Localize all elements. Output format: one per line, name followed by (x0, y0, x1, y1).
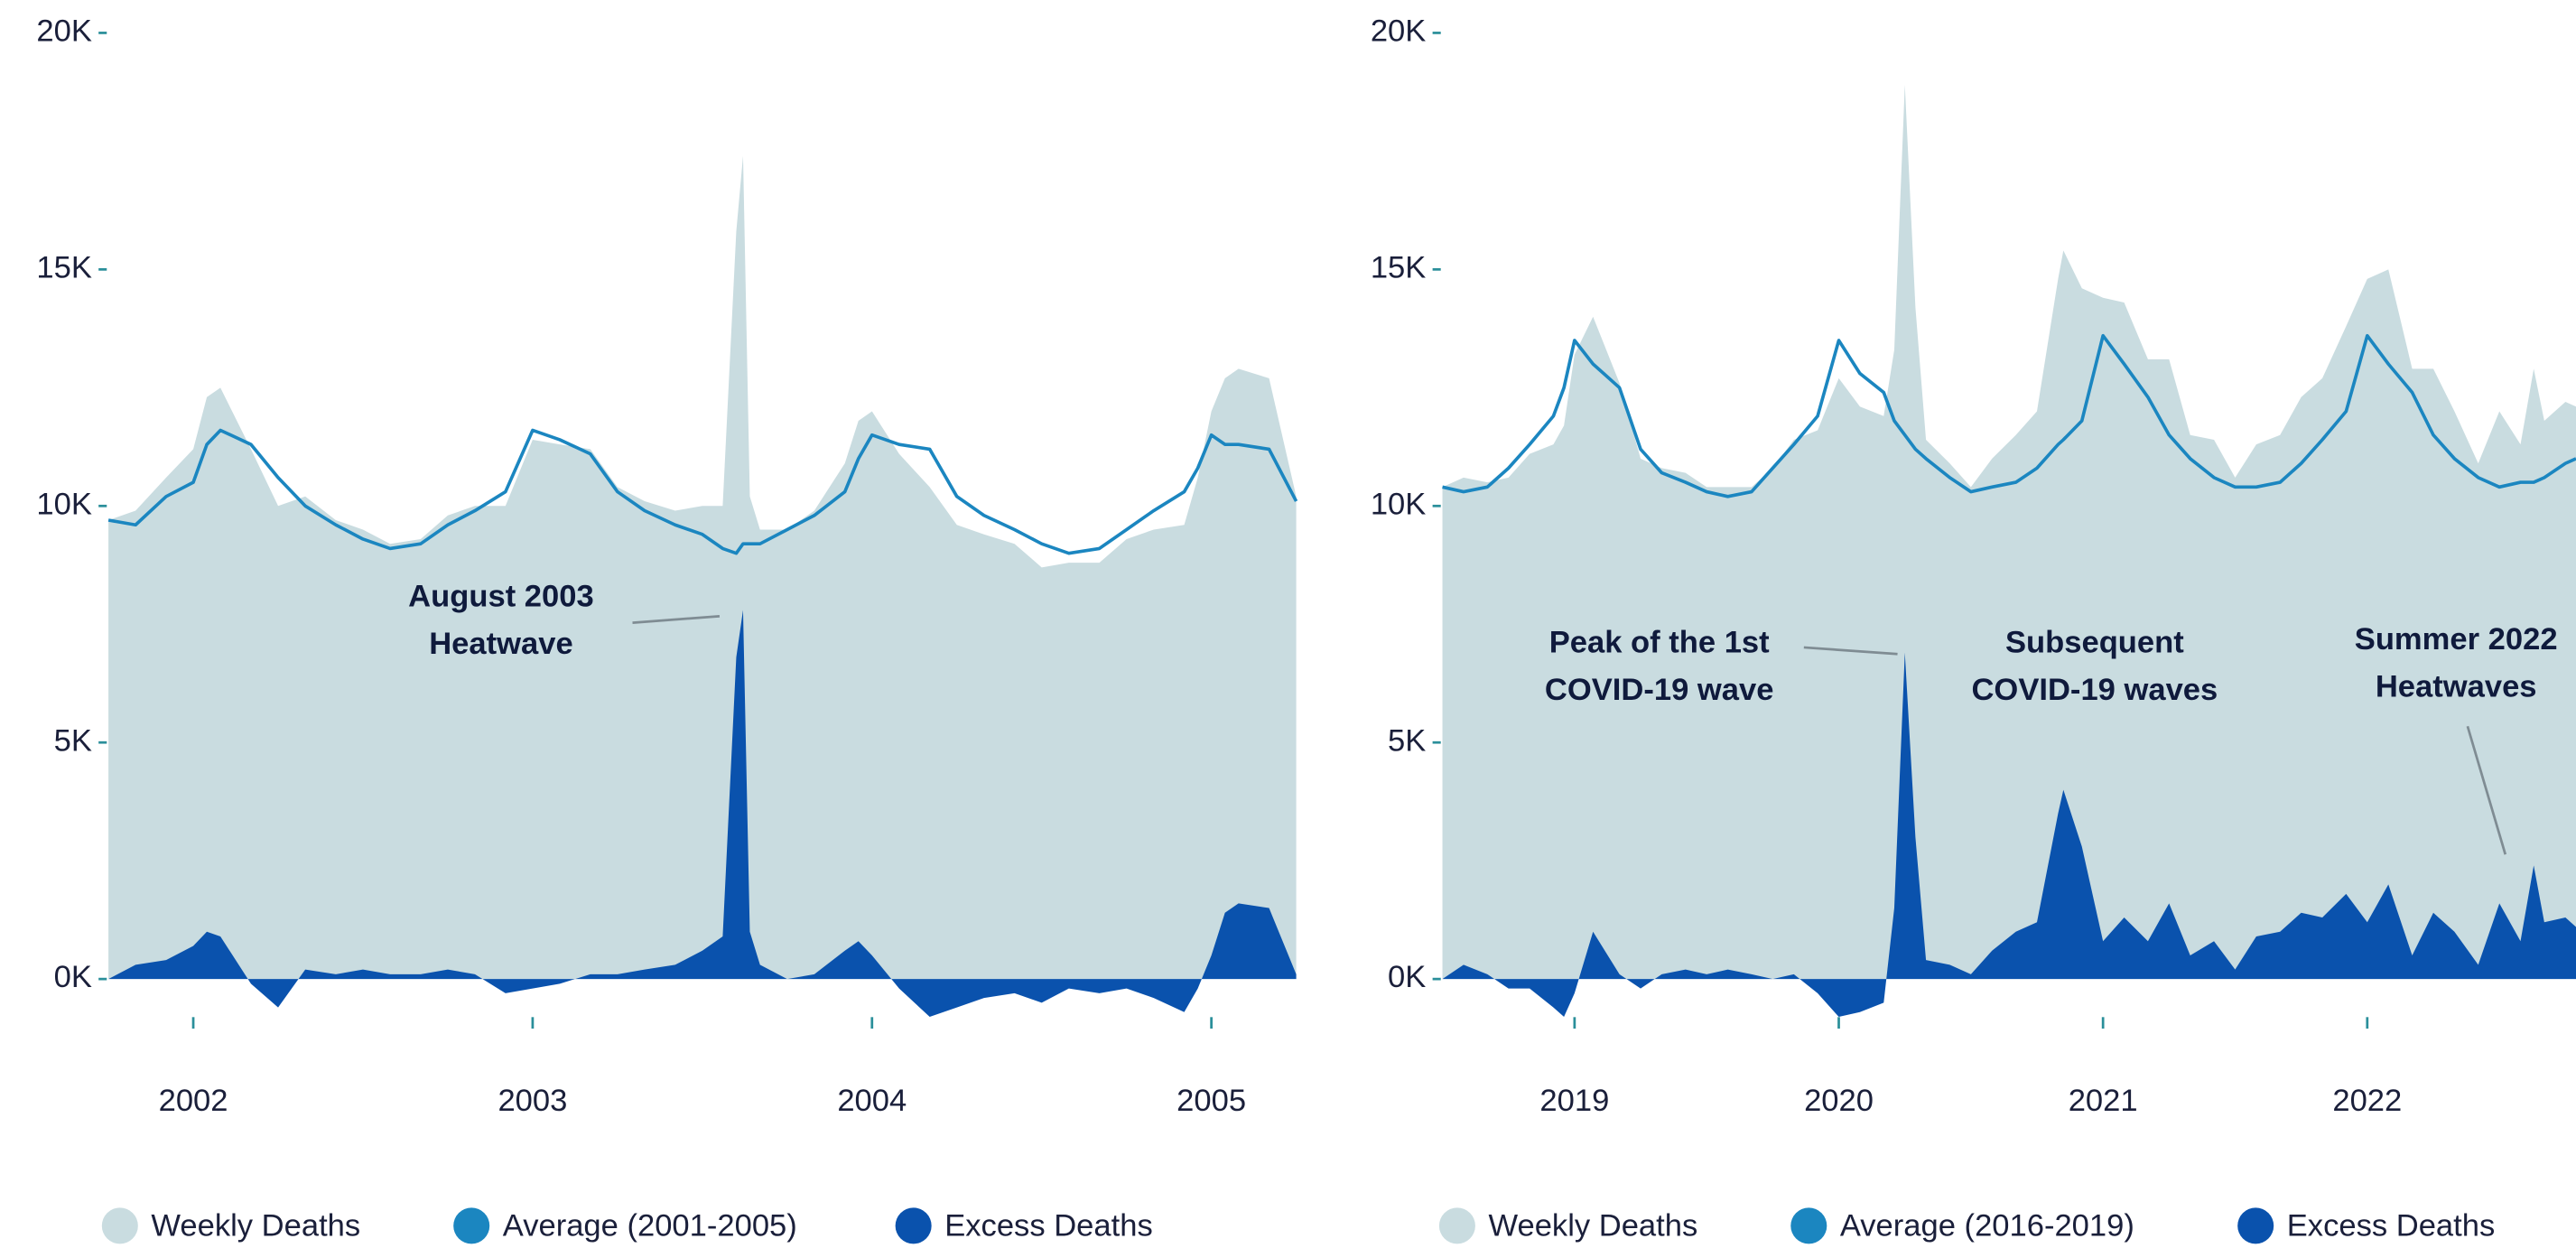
y-tick-label: 20K (36, 14, 91, 49)
legend-swatch (101, 1207, 138, 1244)
annotation: Heatwave (429, 627, 572, 661)
legend-label: Excess Deaths (2287, 1208, 2496, 1243)
x-tick-label: 2022 (2332, 1084, 2402, 1118)
y-tick-label: 20K (1371, 14, 1427, 49)
annotation: Peak of the 1st (1549, 625, 1770, 659)
legend-swatch (1438, 1207, 1475, 1244)
annotation: Subsequent (2005, 625, 2184, 659)
x-tick-label: 2005 (1176, 1084, 1246, 1118)
annotation-leader (2466, 725, 2507, 855)
area (1442, 652, 2576, 1018)
y-tick-label: 5K (1388, 723, 1426, 758)
annotation: Heatwaves (2376, 670, 2537, 704)
legend-swatch (1790, 1207, 1827, 1244)
annotation-leader (1803, 646, 1898, 656)
legend-label: Weekly Deaths (1488, 1208, 1697, 1243)
annotation: COVID-19 wave (1545, 673, 1774, 707)
legend-swatch (895, 1207, 932, 1244)
y-tick-label: 15K (36, 250, 91, 284)
x-tick-label: 2002 (159, 1084, 228, 1118)
y-tick-label: 15K (1371, 250, 1427, 284)
x-tick-label: 2004 (837, 1084, 907, 1118)
annotation: Summer 2022 (2355, 622, 2558, 657)
annotation: COVID-19 waves (1971, 673, 2218, 707)
y-tick-label: 0K (54, 960, 92, 994)
x-tick-label: 2003 (498, 1084, 567, 1118)
annotation-leader (632, 614, 721, 624)
area (1442, 85, 2576, 980)
y-tick-label: 10K (1371, 487, 1427, 521)
legend-label: Excess Deaths (944, 1208, 1153, 1243)
legend-swatch (2237, 1207, 2274, 1244)
area (108, 155, 1297, 980)
y-tick-label: 10K (36, 487, 91, 521)
x-tick-label: 2020 (1804, 1084, 1874, 1118)
x-tick-label: 2021 (2069, 1084, 2138, 1118)
annotation: August 2003 (408, 579, 594, 613)
x-tick-label: 2019 (1539, 1084, 1609, 1118)
legend-label: Weekly Deaths (151, 1208, 360, 1243)
line (107, 428, 1298, 555)
legend-label: Average (2001-2005) (503, 1208, 797, 1243)
legend-label: Average (2016-2019) (1840, 1208, 2134, 1243)
line (1442, 333, 2576, 498)
area (108, 610, 1297, 1018)
y-tick-label: 5K (54, 723, 92, 758)
legend-swatch (453, 1207, 490, 1244)
y-tick-label: 0K (1388, 960, 1426, 994)
